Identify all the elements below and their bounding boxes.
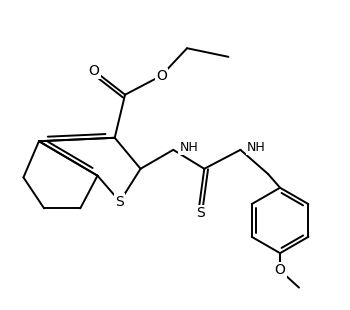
Text: O: O <box>89 64 99 78</box>
Text: O: O <box>275 264 286 277</box>
Text: O: O <box>156 69 167 83</box>
Text: S: S <box>196 206 205 220</box>
Text: NH: NH <box>247 140 265 153</box>
Text: S: S <box>116 194 124 209</box>
Text: NH: NH <box>180 140 198 153</box>
